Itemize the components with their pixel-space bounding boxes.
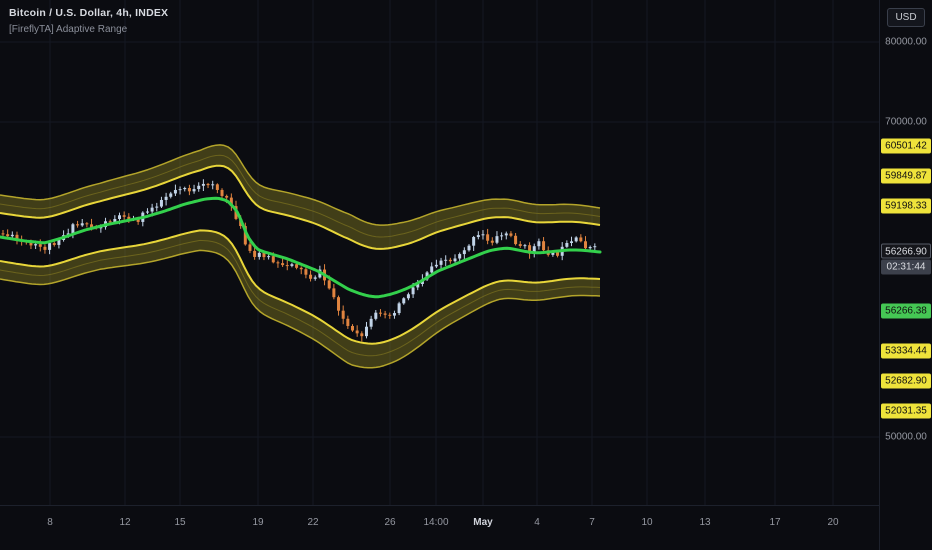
time-tick-13: 13 <box>699 517 711 528</box>
time-tick-26: 26 <box>384 517 396 528</box>
price-chart-canvas[interactable] <box>0 0 879 505</box>
time-tick-15: 15 <box>174 517 186 528</box>
symbol-title[interactable]: Bitcoin / U.S. Dollar, 4h, INDEX <box>9 7 169 19</box>
last-price-label: 56266.90 <box>881 243 931 259</box>
adaptive-range-bands <box>0 144 601 369</box>
time-tick-4: 4 <box>534 517 540 528</box>
time-tick-12: 12 <box>119 517 131 528</box>
currency-toggle[interactable]: USD <box>887 8 925 27</box>
time-tick-10: 10 <box>641 517 653 528</box>
time-tick-May: May <box>473 517 493 528</box>
upper-band-mid-label: 59849.87 <box>881 168 931 184</box>
indicator-label[interactable]: [FireflyTA] Adaptive Range <box>9 24 128 35</box>
symbol-legend: Bitcoin / U.S. Dollar, 4h, INDEX [Firefl… <box>9 7 168 35</box>
price-axis[interactable]: USD 80000.00 70000.00 50000.00 60501.42 5984… <box>879 0 932 550</box>
bar-countdown-label: 02:31:44 <box>881 259 931 275</box>
time-tick-7: 7 <box>589 517 595 528</box>
upper-band-inner-label: 59198.33 <box>881 198 931 214</box>
price-gridline-label: 70000.00 <box>885 116 927 128</box>
time-tick-14-00: 14:00 <box>423 517 449 528</box>
lower-band-inner-label: 53334.44 <box>881 343 931 359</box>
center-line <box>0 196 602 299</box>
time-tick-8: 8 <box>47 517 53 528</box>
time-tick-17: 17 <box>769 517 781 528</box>
time-tick-20: 20 <box>827 517 839 528</box>
price-gridline-label: 80000.00 <box>885 36 927 48</box>
time-tick-22: 22 <box>307 517 319 528</box>
time-tick-19: 19 <box>252 517 264 528</box>
upper-band-outer-label: 60501.42 <box>881 138 931 154</box>
center-line-value-label: 56266.38 <box>881 303 931 319</box>
time-axis[interactable]: 8 12 15 19 22 26 14:00 May 4 7 10 13 17 20 <box>0 505 879 550</box>
lower-band-outer-label: 52031.35 <box>881 403 931 419</box>
lower-band-mid-label: 52682.90 <box>881 373 931 389</box>
price-gridline-label: 50000.00 <box>885 431 927 443</box>
